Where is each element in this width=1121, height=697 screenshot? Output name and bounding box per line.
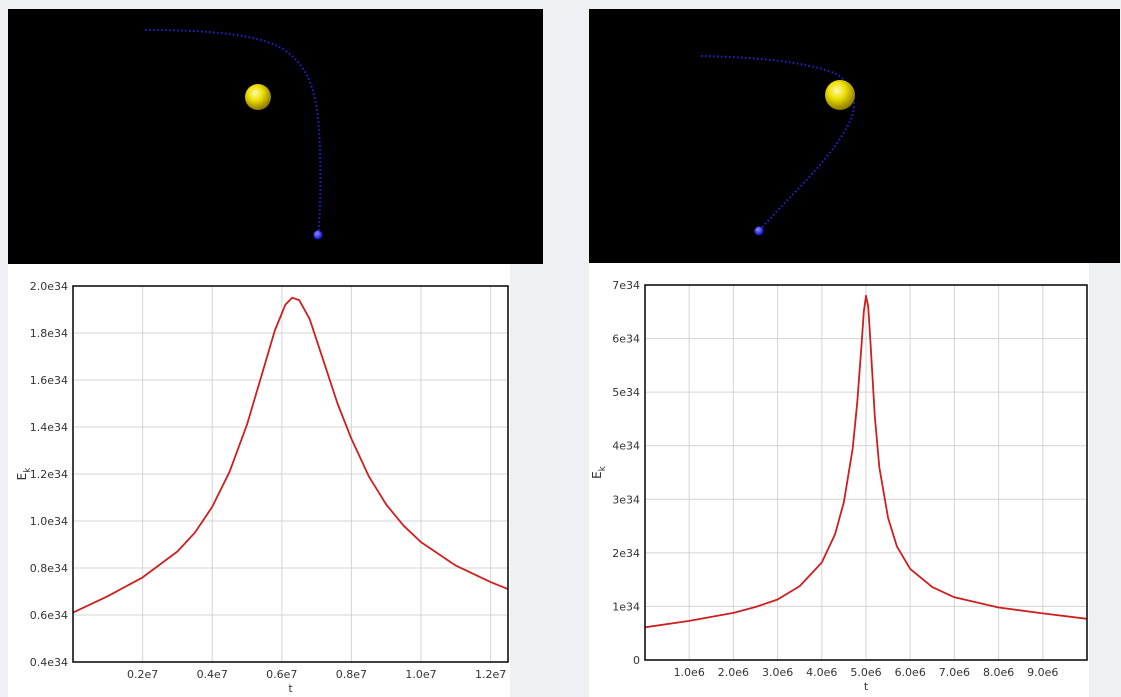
- right-x-tick-label: 8.0e6: [983, 666, 1014, 679]
- right-y-axis-title: Ek: [590, 465, 608, 479]
- left-y-tick-label: 2.0e34: [30, 280, 68, 293]
- right-energy-chart: 1.0e6 2.0e6 3.0e6 4.0e6 5.0e6 6.0e6 7.0e6 8.0e6…: [589, 263, 1089, 697]
- left-y-tick-label: 0.4e34: [30, 656, 68, 669]
- left-x-axis-title: t: [288, 682, 293, 695]
- right-y-tick-label: 2e34: [612, 547, 640, 560]
- right-trajectory-trail: [700, 55, 856, 232]
- right-x-axis-title: t: [864, 680, 869, 693]
- right-y-tick-label: 3e34: [612, 493, 640, 506]
- left-x-tick-label: 0.2e7: [127, 668, 158, 681]
- left-probe-sphere: [313, 230, 323, 240]
- right-y-tick-label: 5e34: [612, 386, 640, 399]
- right-x-tick-label: 5.0e6: [850, 666, 881, 679]
- left-sun-sphere: [245, 84, 271, 110]
- left-plot-frame: [72, 285, 509, 663]
- left-x-tick-label: 1.0e7: [405, 668, 436, 681]
- left-y-tick-label: 1.4e34: [30, 421, 68, 434]
- left-y-tick-label: 1.2e34: [30, 468, 68, 481]
- left-y-tick-label: 0.8e34: [30, 562, 68, 575]
- left-x-tick-label: 0.8e7: [336, 668, 367, 681]
- right-x-tick-label: 9.0e6: [1027, 666, 1058, 679]
- right-chart-svg: 1.0e6 2.0e6 3.0e6 4.0e6 5.0e6 6.0e6 7.0e6 8.0e6…: [590, 279, 1088, 693]
- right-y-tick-label: 6e34: [612, 333, 640, 346]
- left-x-tick-label: 1.2e7: [475, 668, 506, 681]
- left-energy-line: [72, 296, 509, 614]
- left-orbit-svg: [144, 29, 323, 240]
- left-orbit-scene[interactable]: [8, 9, 543, 264]
- right-probe-sphere: [754, 226, 764, 236]
- right-y-tick-label: 1e34: [612, 600, 640, 613]
- right-y-tick-label: 7e34: [612, 279, 640, 292]
- left-plot-area: 0.2e7 0.4e7 0.6e7 0.8e7 1.0e7 1.2e7 0.4e34 0.6e…: [15, 280, 509, 695]
- right-plot-area: 1.0e6 2.0e6 3.0e6 4.0e6 5.0e6 6.0e6 7.0e6 8.0e6…: [590, 279, 1088, 693]
- right-orbit-svg: [700, 55, 856, 236]
- right-y-tick-label: 0: [633, 654, 640, 667]
- left-chart-svg: 0.2e7 0.4e7 0.6e7 0.8e7 1.0e7 1.2e7 0.4e34 0.6e…: [15, 280, 509, 695]
- right-sun-sphere: [825, 80, 855, 110]
- right-plot-frame: [644, 284, 1088, 661]
- right-x-tick-label: 6.0e6: [895, 666, 926, 679]
- left-x-tick-label: 0.6e7: [266, 668, 297, 681]
- right-orbit-scene[interactable]: [589, 9, 1120, 263]
- right-x-tick-label: 7.0e6: [939, 666, 970, 679]
- left-y-axis-title: Ek: [15, 467, 33, 481]
- left-y-tick-label: 0.6e34: [30, 609, 68, 622]
- right-x-tick-label: 2.0e6: [718, 666, 749, 679]
- left-trajectory-trail: [144, 29, 322, 236]
- right-x-tick-label: 1.0e6: [674, 666, 705, 679]
- left-x-tick-label: 0.4e7: [197, 668, 228, 681]
- right-y-tick-label: 4e34: [612, 440, 640, 453]
- left-energy-chart: 0.2e7 0.4e7 0.6e7 0.8e7 1.0e7 1.2e7 0.4e34 0.6e…: [8, 264, 510, 697]
- right-x-tick-label: 4.0e6: [806, 666, 837, 679]
- left-y-tick-label: 1.6e34: [30, 374, 68, 387]
- left-y-tick-label: 1.8e34: [30, 327, 68, 340]
- right-x-tick-label: 3.0e6: [762, 666, 793, 679]
- left-y-tick-label: 1.0e34: [30, 515, 68, 528]
- right-energy-line: [644, 294, 1088, 629]
